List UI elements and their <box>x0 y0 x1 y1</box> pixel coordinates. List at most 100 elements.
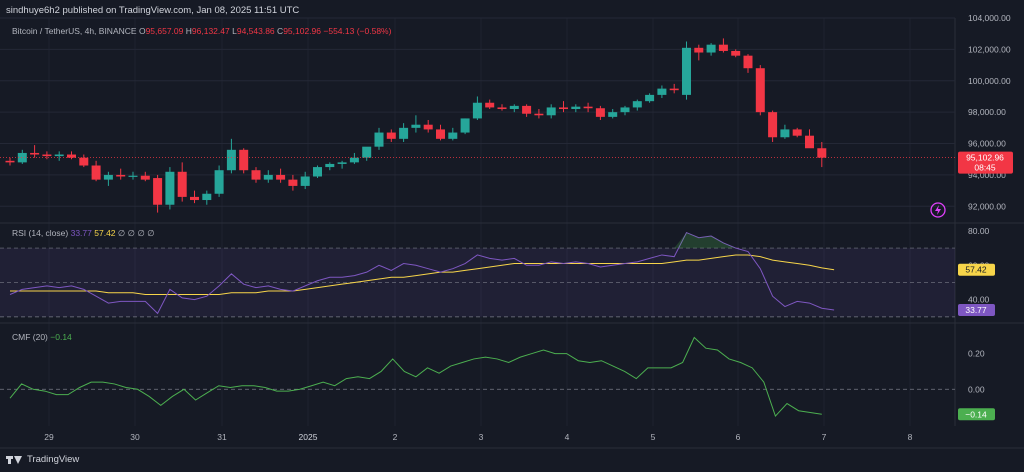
candle-up <box>411 124 421 128</box>
candle-up <box>472 102 482 119</box>
price-tick-label: 96,000.00 <box>968 139 1006 149</box>
candle-up <box>706 44 716 53</box>
candle-up <box>313 167 322 177</box>
candle-down <box>288 179 298 186</box>
high-key: H <box>185 26 192 36</box>
candle-down <box>792 129 802 136</box>
candle-up <box>632 101 642 108</box>
open-value: 95,657.09 <box>145 26 184 36</box>
candle-up <box>571 106 581 110</box>
candle-down <box>116 174 126 177</box>
candle-up <box>17 152 27 163</box>
rsi-ma-last-label: 57.42 <box>965 265 987 275</box>
candle-up <box>325 163 335 168</box>
cmf-tick-label: 0.00 <box>968 384 985 394</box>
time-tick-label: 30 <box>130 432 140 442</box>
open-key: O <box>138 26 146 36</box>
candle-up <box>165 171 175 205</box>
candle-down <box>42 154 52 157</box>
candle-up <box>657 88 667 95</box>
symbol-label[interactable]: Bitcoin / TetherUS, 4h, BINANCE <box>12 26 137 36</box>
candle-down <box>79 157 89 166</box>
rsi-line <box>9 231 835 315</box>
brand-label: TradingView <box>27 454 80 465</box>
candle-up <box>263 174 273 180</box>
price-tick-label: 102,000.00 <box>968 44 1011 54</box>
candle-up <box>128 175 138 177</box>
candle-down <box>559 107 568 110</box>
candle-up <box>226 149 236 171</box>
time-tick-label: 2025 <box>299 432 318 442</box>
cmf-legend: CMF (20) −0.14 <box>12 332 72 342</box>
time-tick-label: 7 <box>822 432 827 442</box>
cmf-line <box>9 336 822 418</box>
low-key: L <box>232 26 237 36</box>
candle-down <box>251 170 261 180</box>
candle-up <box>780 129 790 138</box>
high-value: 96,132.47 <box>191 26 230 36</box>
lightning-icon-bolt <box>935 205 941 215</box>
time-tick-label: 3 <box>479 432 484 442</box>
close-key: C <box>277 26 284 36</box>
cmf-badge <box>958 408 995 421</box>
time-tick-label: 4 <box>565 432 570 442</box>
lightning-icon <box>930 202 946 218</box>
price-tick-label: 100,000.00 <box>968 76 1011 86</box>
candle-up <box>54 154 64 157</box>
rsi-tick-label: 80.00 <box>968 226 990 236</box>
price-legend: Bitcoin / TetherUS, 4h, BINANCE O95,657.… <box>12 26 391 36</box>
candle-up <box>608 112 618 117</box>
candle-down <box>805 135 814 149</box>
price-tick-label: 104,000.00 <box>968 13 1011 23</box>
time-tick-label: 6 <box>736 432 741 442</box>
candle-down <box>817 148 827 158</box>
candle-up <box>362 146 372 158</box>
candle-up <box>546 107 556 116</box>
cmf-last-label: −0.14 <box>965 409 987 419</box>
candle-down <box>534 113 544 116</box>
candle-down <box>436 129 445 139</box>
rsi-legend: RSI (14, close) 33.77 57.42 ∅ ∅ ∅ ∅ <box>12 228 155 239</box>
candle-up <box>214 170 224 194</box>
last-price-badge <box>958 151 1013 174</box>
time-tick-label: 8 <box>908 432 913 442</box>
countdown-label: 08:45 <box>974 163 996 173</box>
candle-down <box>743 55 753 69</box>
candle-down <box>718 44 728 51</box>
candle-up <box>682 47 691 95</box>
candle-down <box>5 160 15 163</box>
candle-up <box>645 94 655 102</box>
candle-down <box>583 106 593 109</box>
candle-up <box>620 107 630 113</box>
candle-down <box>669 88 679 91</box>
candle-up <box>300 176 310 186</box>
rsi-extra: ∅ ∅ ∅ ∅ <box>117 228 155 238</box>
candle-up <box>202 193 212 201</box>
time-tick-label: 31 <box>217 432 227 442</box>
candle-up <box>509 105 519 110</box>
candle-down <box>276 174 286 180</box>
lightning-icon-ring <box>930 202 946 218</box>
footer-brand[interactable]: TradingView <box>6 454 79 465</box>
rsi-badge <box>958 303 995 316</box>
candle-up <box>399 127 409 139</box>
rsi-name[interactable]: RSI (14, close) <box>12 228 69 238</box>
candle-down <box>694 47 704 53</box>
candle-down <box>522 105 532 114</box>
time-tick-label: 5 <box>651 432 656 442</box>
time-tick-label: 2 <box>393 432 398 442</box>
candle-down <box>91 165 101 180</box>
candle-up <box>103 174 113 180</box>
candle-up <box>337 162 347 164</box>
price-tick-label: 98,000.00 <box>968 107 1006 117</box>
last-price-label: 95,102.96 <box>966 153 1004 163</box>
candle-down <box>485 102 495 108</box>
candle-up <box>460 118 470 133</box>
price-tick-label: 94,000.00 <box>968 170 1006 180</box>
rsi-ma-badge <box>958 263 995 276</box>
cmf-tick-label: 0.20 <box>968 349 985 359</box>
candle-down <box>190 196 199 201</box>
close-value: 95,102.96 <box>283 26 322 36</box>
cmf-name[interactable]: CMF (20) <box>12 332 48 342</box>
